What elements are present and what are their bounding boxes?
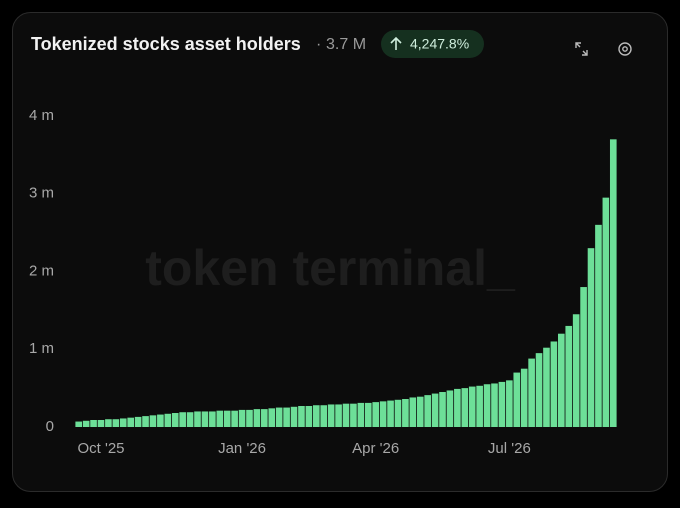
bar <box>149 415 157 427</box>
bar <box>550 341 558 427</box>
x-tick-label: Apr '26 <box>352 440 399 457</box>
bar <box>127 417 134 427</box>
bar <box>171 413 179 427</box>
bar <box>90 420 97 427</box>
bar <box>327 404 335 427</box>
bar <box>572 314 580 427</box>
bar <box>528 358 535 427</box>
bar <box>483 384 491 427</box>
bar <box>290 406 298 427</box>
bar <box>350 403 357 427</box>
bar <box>142 416 149 427</box>
bar <box>216 410 224 427</box>
bar <box>602 197 610 427</box>
bar <box>476 385 483 427</box>
bar <box>520 368 528 427</box>
bar <box>379 401 387 427</box>
x-tick-label: Oct '25 <box>77 440 124 457</box>
bar <box>82 420 90 427</box>
bar <box>580 287 587 427</box>
separator: · <box>316 36 321 53</box>
expand-icon[interactable] <box>575 42 588 56</box>
latest-value: 3.7 M <box>326 36 366 53</box>
bar <box>246 409 253 427</box>
card <box>12 12 668 492</box>
bar <box>268 408 276 427</box>
plot: 0 1 m 2 m 3 m 4 m Oct '25 Jan '26 Apr '26 Jul '2… <box>29 107 617 457</box>
bar <box>394 399 402 427</box>
bar <box>305 406 313 427</box>
bar <box>402 399 409 427</box>
bar <box>587 248 595 427</box>
bar <box>97 420 105 427</box>
change-badge <box>381 30 484 58</box>
bar <box>565 325 573 427</box>
bar <box>609 139 617 427</box>
bar <box>439 392 446 427</box>
bar <box>491 383 498 427</box>
bar <box>468 386 476 427</box>
bar <box>416 396 424 427</box>
y-tick-label: 4 m <box>29 107 54 124</box>
bar <box>105 419 112 427</box>
bar <box>506 380 513 427</box>
bar <box>209 411 216 427</box>
bar <box>112 419 120 427</box>
bar <box>75 421 83 427</box>
bar <box>342 403 350 427</box>
y-tick-label: 2 m <box>29 262 54 279</box>
bar <box>372 402 380 427</box>
bar <box>595 224 602 427</box>
chart-title: Tokenized stocks asset holders <box>31 34 301 54</box>
bar <box>119 418 127 427</box>
bar <box>431 393 439 427</box>
bar <box>558 333 565 427</box>
bar <box>446 390 454 427</box>
bar <box>253 409 261 427</box>
bar <box>134 416 142 427</box>
bar <box>409 397 417 427</box>
bar <box>357 402 365 427</box>
up-arrow <box>390 36 402 50</box>
bar <box>194 411 201 427</box>
bar <box>223 410 231 427</box>
watermark: token terminal_ <box>145 240 516 296</box>
bar <box>498 381 506 427</box>
bar <box>424 395 431 427</box>
y-tick-label: 3 m <box>29 185 54 202</box>
bar <box>231 410 238 427</box>
bar <box>312 405 320 427</box>
bar <box>454 388 461 427</box>
bar <box>320 405 328 427</box>
bar <box>461 388 469 427</box>
bar <box>157 414 164 427</box>
change-value: 4,247.8% <box>410 36 469 52</box>
bar <box>164 413 172 427</box>
bar <box>387 400 394 427</box>
bar <box>275 407 283 427</box>
bar <box>513 372 521 427</box>
settings-icon[interactable] <box>618 42 632 56</box>
bar <box>261 409 268 427</box>
bar <box>298 406 305 427</box>
bar <box>535 353 543 427</box>
bar <box>364 402 372 427</box>
x-tick-label: Jul '26 <box>488 440 531 457</box>
bar <box>543 347 550 427</box>
bar <box>179 412 186 427</box>
bar <box>201 411 209 427</box>
bar <box>283 407 290 427</box>
bar <box>238 409 246 427</box>
bar <box>186 412 194 427</box>
y-tick-label: 0 <box>46 418 54 435</box>
y-tick-label: 1 m <box>29 340 54 357</box>
bar <box>335 404 342 427</box>
x-tick-label: Jan '26 <box>218 440 266 457</box>
